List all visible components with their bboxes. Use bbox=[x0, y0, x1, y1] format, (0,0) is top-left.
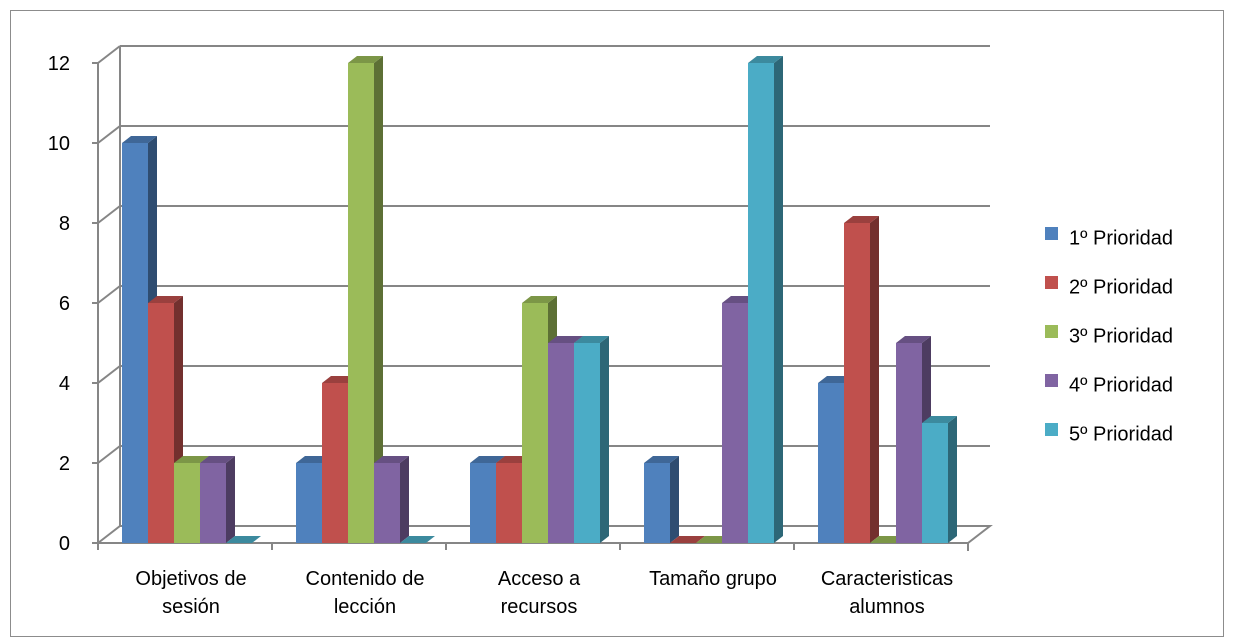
bar bbox=[148, 303, 174, 543]
bar bbox=[322, 383, 348, 543]
legend: 1º Prioridad 2º Prioridad 3º Prioridad 4º P… bbox=[1045, 227, 1173, 445]
gridline-diagonal bbox=[97, 365, 121, 384]
legend-swatch bbox=[1045, 276, 1058, 289]
x-category-label: Tamaño grupo bbox=[649, 568, 777, 590]
bar-top bbox=[122, 136, 157, 143]
bar bbox=[722, 303, 748, 543]
bar bbox=[470, 463, 496, 543]
bar-top bbox=[644, 456, 679, 463]
x-category-label: Contenido de bbox=[306, 568, 425, 590]
x-axis-labels: Objetivos de sesión Contenido de lección Acc… bbox=[135, 568, 953, 618]
gridline-diagonal bbox=[97, 285, 121, 304]
x-category-label: lección bbox=[334, 596, 396, 618]
legend-swatch bbox=[1045, 227, 1058, 240]
bar-top bbox=[148, 296, 183, 303]
bar-top bbox=[200, 456, 235, 463]
y-axis-ticks: 0 2 4 6 8 10 12 bbox=[48, 53, 98, 555]
bar bbox=[548, 343, 574, 543]
bar bbox=[522, 303, 548, 543]
bar bbox=[200, 463, 226, 543]
bar bbox=[896, 343, 922, 543]
bar-top bbox=[522, 296, 557, 303]
y-tick-label: 2 bbox=[59, 453, 70, 475]
bar bbox=[296, 463, 322, 543]
legend-label: 5º Prioridad bbox=[1069, 423, 1173, 445]
y-tick-label: 12 bbox=[48, 53, 70, 75]
y-tick-label: 4 bbox=[59, 373, 70, 395]
bar bbox=[748, 63, 774, 543]
bar-top bbox=[896, 336, 931, 343]
bar-top bbox=[470, 456, 505, 463]
x-category-label: sesión bbox=[162, 596, 220, 618]
x-category-label: Objetivos de bbox=[135, 568, 246, 590]
x-category-label: Acceso a bbox=[498, 568, 581, 590]
gridline-diagonal bbox=[97, 45, 121, 64]
y-tick-label: 6 bbox=[59, 293, 70, 315]
bar-side bbox=[226, 456, 235, 543]
legend-label: 4º Prioridad bbox=[1069, 374, 1173, 396]
bar-top bbox=[748, 56, 783, 63]
bar-top bbox=[174, 456, 209, 463]
bar-side bbox=[774, 56, 783, 543]
bar-side bbox=[374, 56, 383, 543]
bars bbox=[122, 56, 957, 543]
bar bbox=[348, 63, 374, 543]
bar bbox=[644, 463, 670, 543]
legend-label: 1º Prioridad bbox=[1069, 227, 1173, 249]
legend-swatch bbox=[1045, 423, 1058, 436]
gridline-diagonal bbox=[97, 205, 121, 224]
bar-top bbox=[574, 336, 609, 343]
bar-side bbox=[870, 216, 879, 543]
bar bbox=[374, 463, 400, 543]
bar-top bbox=[844, 216, 879, 223]
bar-side bbox=[948, 416, 957, 543]
bar-side bbox=[400, 456, 409, 543]
bar-side bbox=[600, 336, 609, 543]
legend-label: 3º Prioridad bbox=[1069, 325, 1173, 347]
y-tick-label: 10 bbox=[48, 133, 70, 155]
legend-swatch bbox=[1045, 325, 1058, 338]
bar-top bbox=[922, 416, 957, 423]
bar-top bbox=[400, 536, 435, 543]
x-category-label: recursos bbox=[501, 596, 578, 618]
gridline-diagonal bbox=[97, 445, 121, 464]
bar-top bbox=[548, 336, 583, 343]
bar bbox=[574, 343, 600, 543]
bar bbox=[174, 463, 200, 543]
y-tick-label: 0 bbox=[59, 533, 70, 555]
bar-side bbox=[670, 456, 679, 543]
bar-top bbox=[226, 536, 261, 543]
bar bbox=[922, 423, 948, 543]
bar bbox=[818, 383, 844, 543]
legend-swatch bbox=[1045, 374, 1058, 387]
gridline-diagonal bbox=[97, 125, 121, 144]
bar-top bbox=[374, 456, 409, 463]
bar-top bbox=[670, 536, 705, 543]
bar bbox=[496, 463, 522, 543]
bar bbox=[122, 143, 148, 543]
x-category-label: alumnos bbox=[849, 596, 925, 618]
bar bbox=[844, 223, 870, 543]
y-tick-label: 8 bbox=[59, 213, 70, 235]
x-category-label: Caracteristicas bbox=[821, 568, 953, 590]
legend-label: 2º Prioridad bbox=[1069, 276, 1173, 298]
bar-top bbox=[348, 56, 383, 63]
